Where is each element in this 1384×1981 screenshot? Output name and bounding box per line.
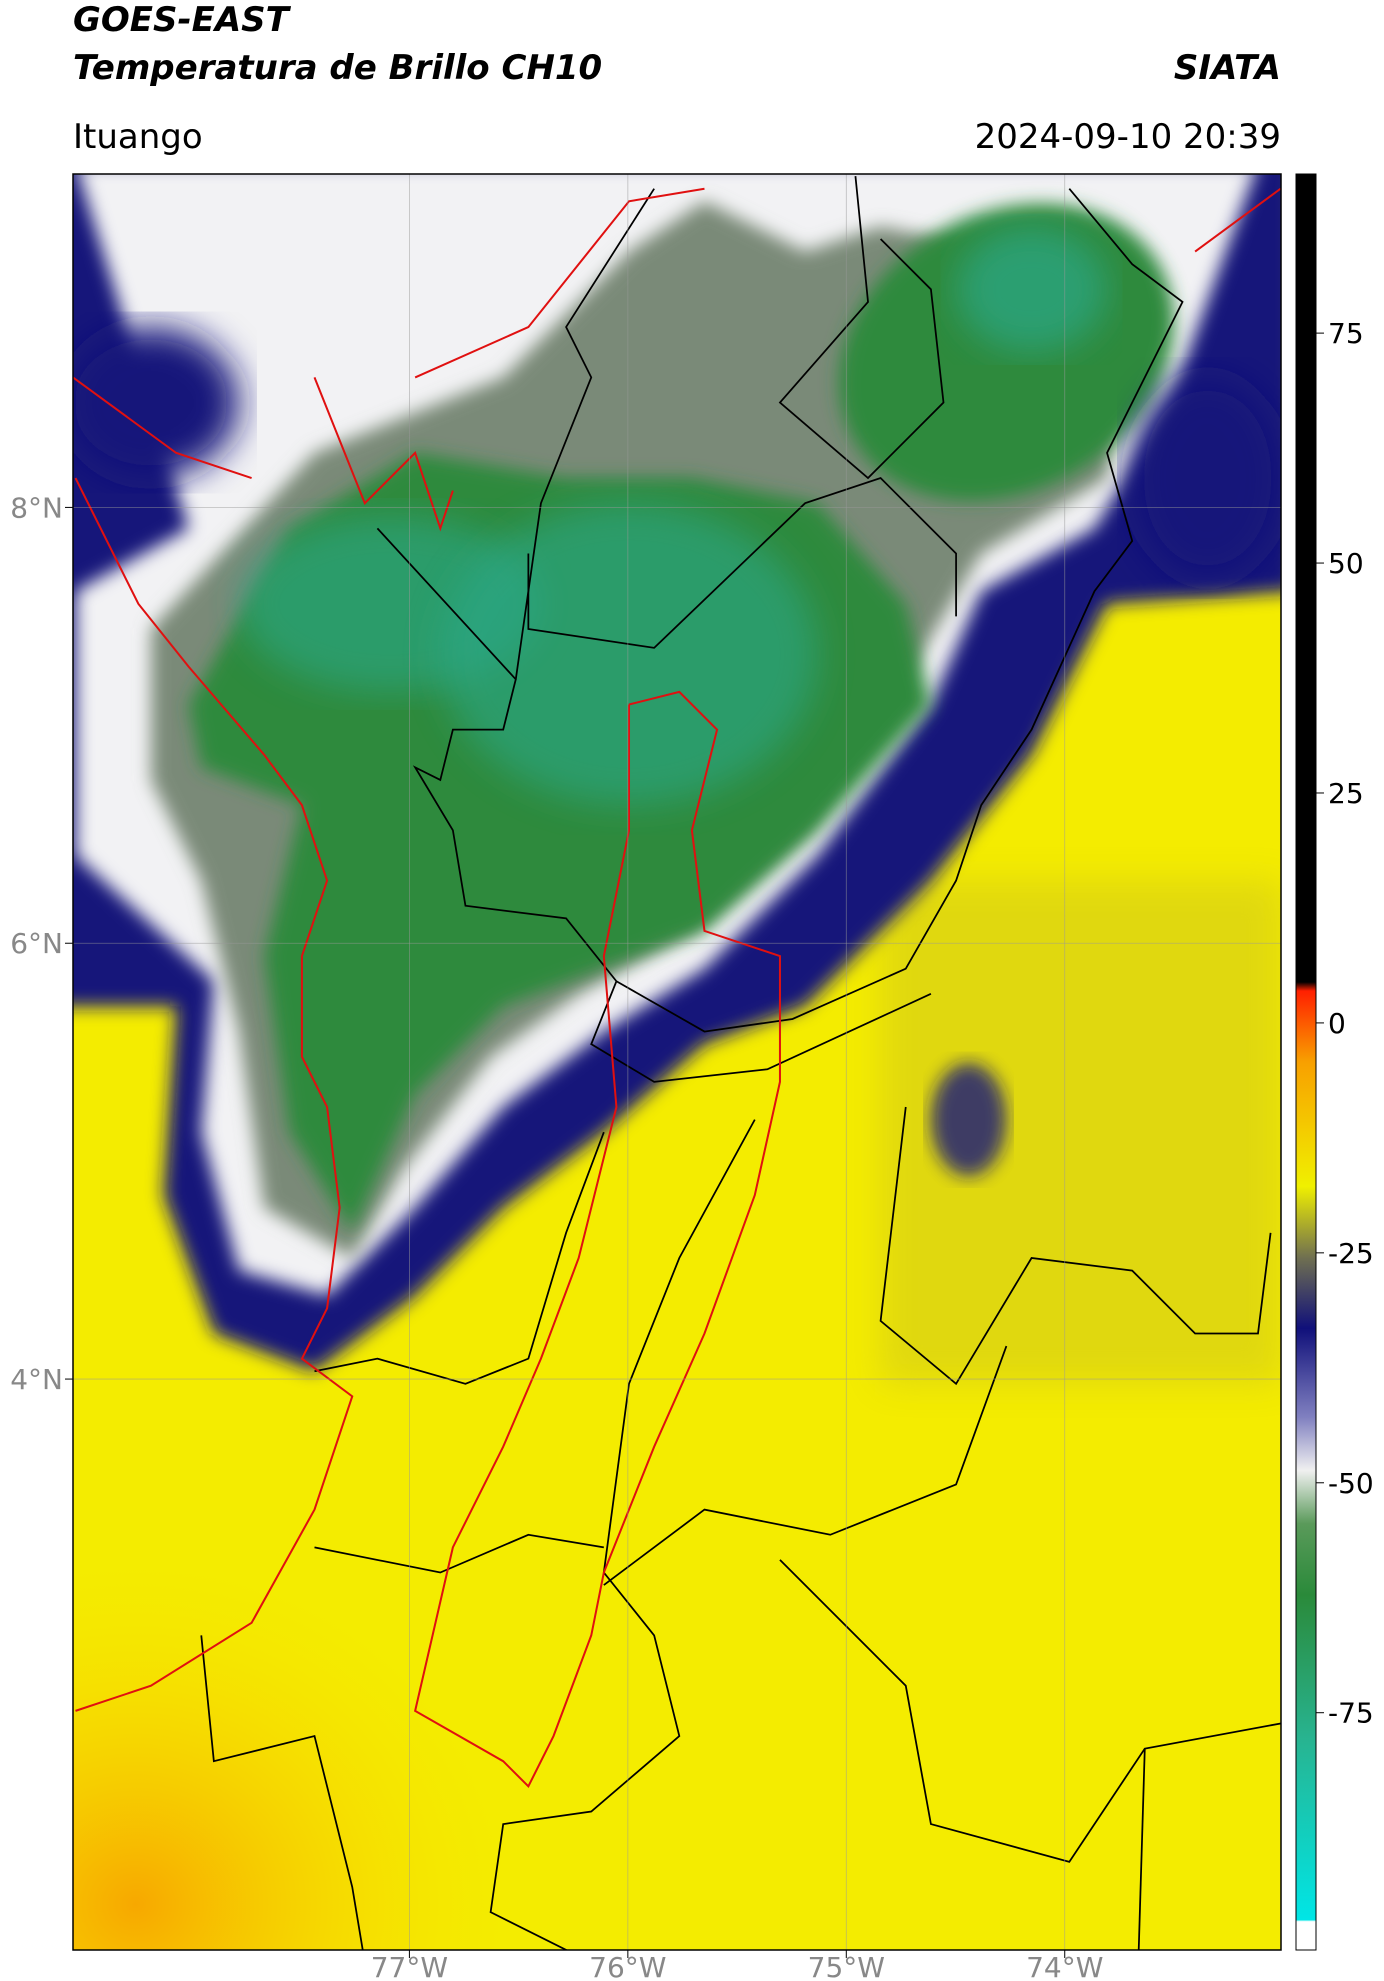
x-tick-label: 77°W (371, 1951, 448, 1981)
colorbar (1295, 173, 1317, 1951)
x-tick-label: 74°W (1026, 1951, 1103, 1981)
colorbar-tick-label: -25 (1328, 1237, 1374, 1270)
y-tick-label: 6°N (10, 927, 63, 960)
subtitle: Temperatura de Brillo CH10 (73, 48, 602, 88)
x-tick-label: 76°W (589, 1951, 666, 1981)
colorbar-tick-label: 75 (1328, 317, 1364, 350)
x-tick-label: 75°W (808, 1951, 885, 1981)
satellite-image (73, 174, 1281, 1950)
colorbar-tick-label: 25 (1328, 777, 1364, 810)
colorbar-tick-label: 0 (1328, 1007, 1346, 1040)
title: GOES-EAST (73, 0, 292, 40)
location: Ituango (73, 117, 203, 157)
y-tick-label: 8°N (10, 491, 63, 524)
colorbar-tick-label: -75 (1328, 1697, 1374, 1730)
colorbar-tick-label: -50 (1328, 1467, 1374, 1500)
map-frame (72, 173, 1282, 1951)
colorbar-tick-label: 50 (1328, 547, 1364, 580)
brand: SIATA (1174, 48, 1281, 88)
datetime: 2024-09-10 20:39 (975, 117, 1281, 157)
graticule (73, 174, 1281, 1950)
y-tick-label: 4°N (10, 1363, 63, 1396)
